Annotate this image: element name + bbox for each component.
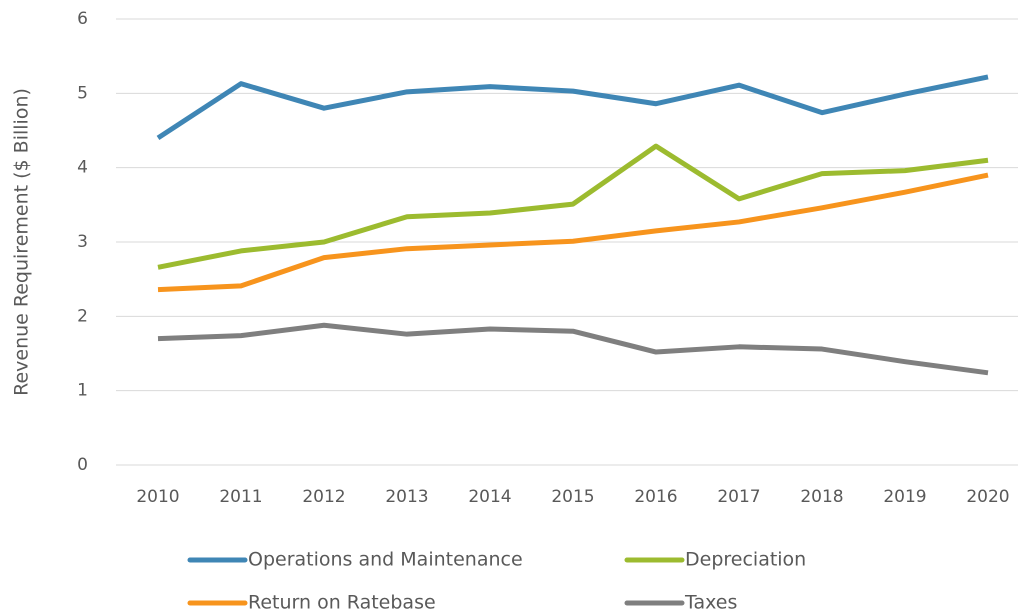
x-tick-label: 2016 [634,487,677,507]
y-axis-label: Revenue Requirement ($ Billion) [11,88,33,396]
y-tick-label: 4 [77,158,88,178]
legend-label: Depreciation [685,549,806,571]
y-tick-label: 0 [77,455,88,475]
x-tick-label: 2013 [385,487,428,507]
x-tick-label: 2020 [966,487,1009,507]
x-tick-label: 2018 [800,487,843,507]
legend-label: Return on Ratebase [248,592,436,614]
y-tick-label: 6 [77,9,88,29]
series-line [157,143,989,270]
x-tick-label: 2011 [219,487,262,507]
y-tick-label: 2 [77,306,88,326]
series-line [157,322,989,376]
x-tick-label: 2012 [302,487,345,507]
x-tick-label: 2014 [468,487,511,507]
y-tick-label: 5 [77,83,88,103]
y-tick-label: 1 [77,381,88,401]
legend-label: Operations and Maintenance [248,549,523,571]
series-line [156,74,989,141]
x-tick-label: 2010 [136,487,179,507]
x-tick-label: 2019 [883,487,926,507]
series-line [157,172,989,293]
legend-label: Taxes [684,592,737,614]
x-tick-label: 2015 [551,487,594,507]
x-tick-label: 2017 [717,487,760,507]
y-tick-label: 3 [77,232,88,252]
